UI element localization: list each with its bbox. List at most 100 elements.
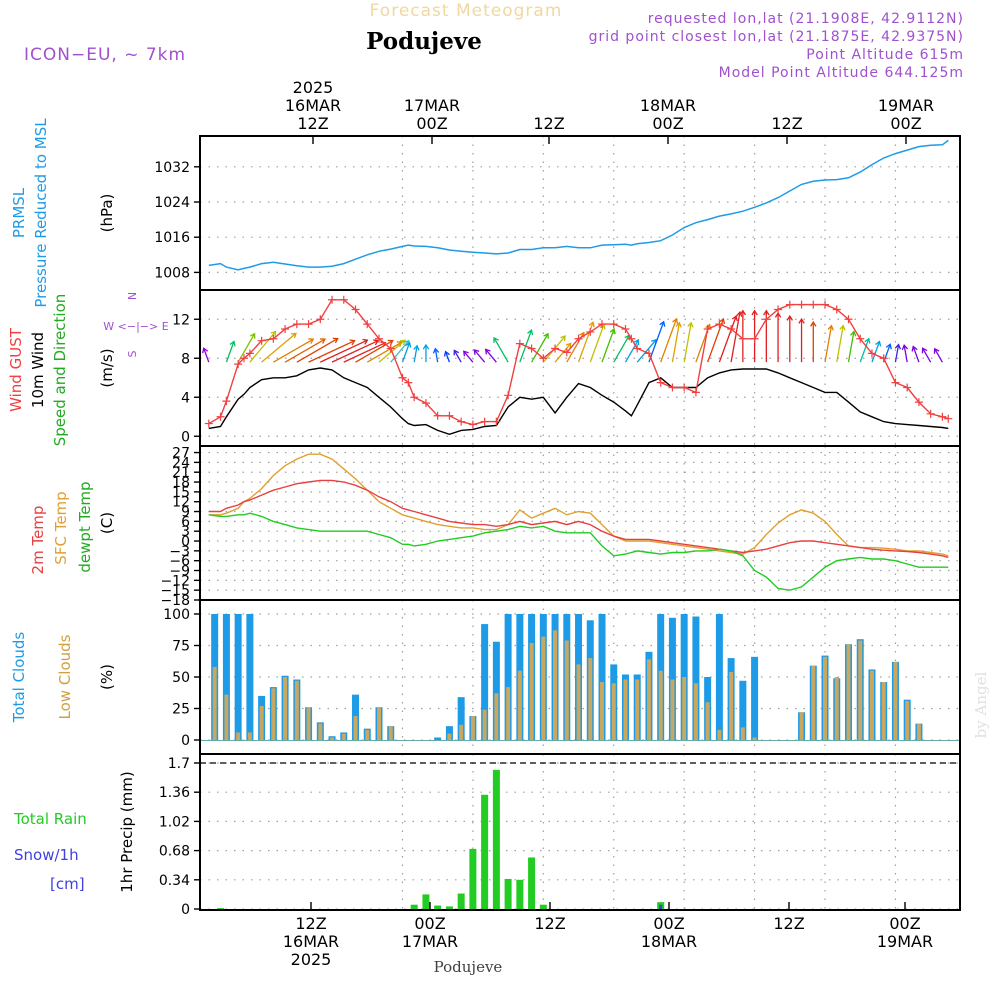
low-clouds-bar xyxy=(518,671,522,740)
low-clouds-bar xyxy=(612,683,616,740)
wind-frame xyxy=(200,290,960,446)
pressure-ytick-label: 1016 xyxy=(154,230,190,246)
temperature-frame xyxy=(200,446,960,600)
low-clouds-bar xyxy=(283,677,287,740)
wind-speed-line xyxy=(209,368,949,434)
clouds-side-label: Total Clouds xyxy=(10,632,28,724)
bottom-axis-label: 12Z xyxy=(534,914,565,933)
wind-gust-marker xyxy=(516,340,524,348)
temperature-side-label: 2m Temp xyxy=(29,506,47,575)
snow-unit-label: [cm] xyxy=(50,875,85,893)
wind-gust-marker xyxy=(586,328,594,336)
wind-gust-marker xyxy=(821,301,829,309)
precip-ytick-label: 0 xyxy=(181,902,190,918)
precip-frame xyxy=(200,754,960,910)
bottom-axis-label: 00Z xyxy=(889,914,920,933)
chart-title-faded: Forecast Meteogram xyxy=(370,1,563,21)
clouds-ytick-label: 100 xyxy=(163,607,190,623)
wind-gust-marker xyxy=(293,320,301,328)
rain-bar xyxy=(516,880,523,909)
wind-arrow xyxy=(344,343,386,362)
snow-label: Snow/1h xyxy=(14,846,79,864)
wind-arrow xyxy=(625,340,638,362)
low-clouds-bar xyxy=(248,732,252,740)
bottom-axis-label: 12Z xyxy=(773,914,804,933)
footer-location: Podujeve xyxy=(434,958,503,976)
wind-gust-marker xyxy=(469,421,477,429)
low-clouds-bar xyxy=(917,724,921,740)
precip-ytick-label: 1.02 xyxy=(159,814,190,830)
pressure-ytick-label: 1032 xyxy=(154,160,190,176)
low-clouds-bar xyxy=(659,671,663,740)
total-clouds-bar xyxy=(716,614,723,740)
wind-ytick-label: 0 xyxy=(181,429,190,445)
rain-bar xyxy=(540,905,547,909)
clouds-panel: 0 25 50 75 100 (%) Total Clouds Low Clouds xyxy=(10,600,960,754)
low-clouds-bar xyxy=(823,657,827,740)
temperature-ytick-label: 27 xyxy=(172,446,190,462)
precip-panel: 00.340.681.021.361.71hr Precip (mm)Total… xyxy=(13,754,960,918)
rain-bar xyxy=(411,905,418,909)
wind-gust-marker xyxy=(504,391,512,399)
low-clouds-bar xyxy=(729,672,733,740)
rain-bar xyxy=(217,908,224,909)
top-axis-label: 19MAR xyxy=(878,96,934,115)
rain-bar xyxy=(481,795,488,909)
pressure-panel: 1008101610241032(hPa)PRMSL Pressure Reduc… xyxy=(10,118,960,308)
wind-side-label: 10m Wind xyxy=(29,332,47,408)
low-clouds-bar xyxy=(588,658,592,740)
wind-side-label: Speed and Direction xyxy=(51,294,69,447)
low-clouds-bar xyxy=(647,659,651,740)
low-clouds-bar xyxy=(330,737,334,740)
bottom-axis-label: 16MAR xyxy=(283,932,339,951)
location-title: Podujeve xyxy=(366,28,482,55)
wind-arrow xyxy=(837,326,843,362)
low-clouds-bar xyxy=(494,693,498,740)
wind-ytick-label: 8 xyxy=(181,351,190,367)
wind-gust-marker xyxy=(410,393,418,401)
low-clouds-bar xyxy=(706,702,710,740)
low-clouds-bar xyxy=(483,710,487,740)
temperature-side-label: SFC Temp xyxy=(52,491,70,564)
rain-bar xyxy=(434,906,441,909)
total-clouds-bar xyxy=(434,737,441,740)
wind-gust-marker xyxy=(217,413,225,421)
rain-bar xyxy=(422,894,429,909)
bottom-axis-label: 00Z xyxy=(414,914,445,933)
clouds-ytick-label: 0 xyxy=(181,733,190,749)
bottom-axis-label: 19MAR xyxy=(877,932,933,951)
wind-gust-marker xyxy=(692,388,700,396)
top-axis-label: 12Z xyxy=(297,114,328,133)
wind-gust-marker xyxy=(222,397,230,405)
precip-ylabel: 1hr Precip (mm) xyxy=(118,771,136,892)
wind-gust-marker xyxy=(328,296,336,304)
low-clouds-bar xyxy=(811,666,815,740)
low-clouds-bar xyxy=(905,701,909,740)
watermark: by Angel xyxy=(972,671,990,738)
low-clouds-bar xyxy=(318,724,322,740)
rain-bar xyxy=(446,906,453,909)
dewpt-line xyxy=(209,513,949,590)
low-clouds-bar xyxy=(471,716,475,740)
pressure-ytick-label: 1008 xyxy=(154,265,190,281)
precip-grid xyxy=(200,754,960,910)
low-clouds-bar xyxy=(553,630,557,740)
top-axis-label: 00Z xyxy=(652,114,683,133)
low-clouds-bar xyxy=(271,688,275,740)
grid-point-coords: grid point closest lon,lat (21.1875E, 42… xyxy=(589,29,964,45)
clouds-ytick-label: 50 xyxy=(172,670,190,686)
temperature-ylabel: (C) xyxy=(98,512,116,534)
wind-ytick-label: 12 xyxy=(172,312,190,328)
precip-ytick-label: 1.7 xyxy=(168,756,190,772)
wind-arrow xyxy=(262,333,296,362)
wind-arrow xyxy=(860,339,869,362)
pressure-ytick-label: 1024 xyxy=(154,195,190,211)
wind-arrow xyxy=(285,339,325,362)
low-clouds-bar xyxy=(670,680,674,740)
clouds-ytick-label: 75 xyxy=(172,639,190,655)
top-axis-label: 00Z xyxy=(890,114,921,133)
low-clouds-bar xyxy=(224,695,228,740)
wind-gust-marker xyxy=(891,379,899,387)
low-clouds-bar xyxy=(635,680,639,740)
rain-label: Total Rain xyxy=(13,810,87,828)
